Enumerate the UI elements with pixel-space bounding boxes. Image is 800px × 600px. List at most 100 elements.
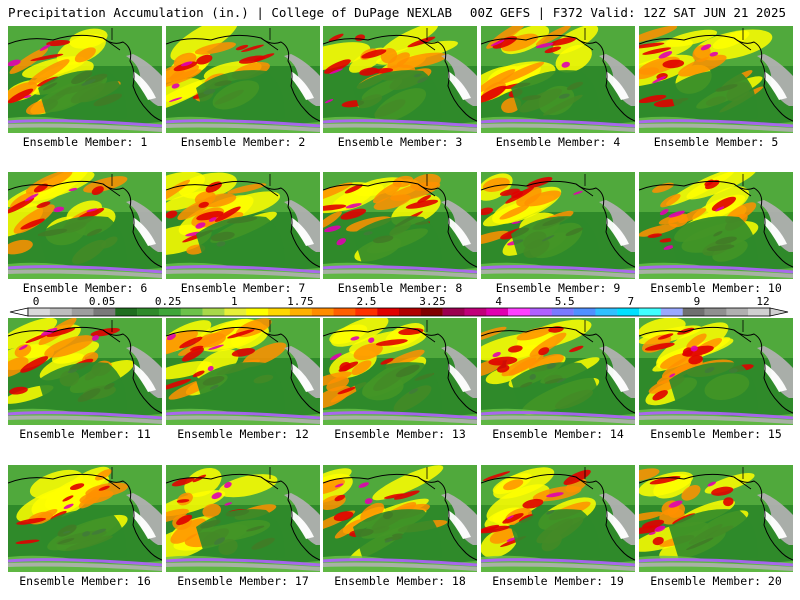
dry-region <box>669 70 758 123</box>
ensemble-member-map <box>166 318 320 425</box>
precip-core <box>227 329 255 339</box>
precip-band <box>329 324 368 344</box>
colorbar-tick-label: 3.25 <box>419 295 446 308</box>
dry-region <box>353 216 442 269</box>
precip-core <box>511 190 524 199</box>
itcz-band <box>323 415 477 424</box>
colorbar-tick-label: 5.5 <box>554 295 575 308</box>
colorbar-min-arrow <box>9 307 29 317</box>
itcz-band <box>481 265 635 274</box>
colorbar-tick-label: 4 <box>495 295 502 308</box>
colorbar-segment <box>377 308 400 316</box>
itcz-band <box>166 269 320 278</box>
precip-band <box>166 490 226 517</box>
border-line <box>417 28 436 51</box>
precip-core <box>328 33 344 42</box>
ensemble-member-map <box>481 26 635 133</box>
white-region <box>606 71 629 100</box>
precip-core <box>647 233 663 238</box>
border-line <box>417 320 436 343</box>
ensemble-member-map <box>323 318 477 425</box>
precip-band <box>323 211 342 230</box>
precip-band <box>10 191 34 209</box>
ensemble-member-label: Ensemble Member: 8 <box>337 281 463 295</box>
colorbar-tick-label: 0 <box>32 295 40 308</box>
border-line <box>102 28 121 51</box>
dry-region <box>196 362 285 415</box>
itcz-band <box>323 558 477 567</box>
precip-band <box>499 205 530 220</box>
colorbar-segment <box>682 308 705 316</box>
white-region <box>133 510 156 539</box>
ensemble-member-map <box>639 26 793 133</box>
ensemble-member-map <box>8 26 162 133</box>
precip-core <box>502 513 524 524</box>
colorbar-tick-label: 1 <box>230 295 238 308</box>
precip-band <box>508 357 537 376</box>
heavy-precip-core <box>715 206 725 212</box>
border-line <box>575 467 594 490</box>
precip-band <box>516 319 592 350</box>
product-title: Precipitation Accumulation (in.) | Colle… <box>8 5 453 20</box>
heavy-precip-core <box>53 206 65 213</box>
dry-region <box>353 509 442 562</box>
precip-core <box>711 486 734 496</box>
precip-band <box>323 468 352 491</box>
precip-core <box>549 37 577 46</box>
precip-core <box>639 525 664 534</box>
colorbar-segment <box>748 308 771 316</box>
heavy-precip-core <box>561 61 570 68</box>
precip-band <box>524 190 562 207</box>
precip-core <box>682 345 714 357</box>
heavy-precip-core <box>652 76 667 84</box>
precip-core <box>20 356 49 373</box>
colorbar-segment <box>399 308 422 316</box>
precip-core <box>659 238 674 243</box>
precip-band <box>360 502 385 522</box>
itcz-band <box>481 558 635 567</box>
colorbar-segment <box>508 308 531 316</box>
colorbar-segment <box>355 308 378 316</box>
colorbar-segment <box>224 308 247 316</box>
coastline <box>166 180 320 268</box>
white-region <box>133 71 156 100</box>
colorbar-tick-label: 7 <box>627 295 635 308</box>
white-region <box>764 71 787 100</box>
precip-band <box>481 69 516 93</box>
precip-band <box>28 59 70 85</box>
heavy-precip-core <box>492 351 501 358</box>
heavy-precip-core <box>663 245 674 250</box>
ensemble-member-label: Ensemble Member: 5 <box>653 135 779 149</box>
precip-core <box>323 204 347 211</box>
precip-core <box>235 44 249 51</box>
itcz-band <box>481 119 635 128</box>
dry-region <box>196 216 285 269</box>
heavy-precip-core <box>658 51 673 59</box>
precip-band <box>712 30 750 49</box>
precip-core <box>8 386 28 395</box>
itcz-band <box>8 411 162 420</box>
border-line <box>733 174 752 197</box>
precip-band <box>678 54 727 77</box>
colorbar-segment <box>420 308 443 316</box>
border-line <box>575 320 594 343</box>
precip-band <box>8 356 29 378</box>
precip-band <box>351 360 372 376</box>
precip-core <box>723 497 734 507</box>
precip-band <box>323 42 371 72</box>
colorbar-tick-label: 1.75 <box>287 295 314 308</box>
precip-core <box>192 474 207 483</box>
precip-band <box>639 511 664 522</box>
precip-core <box>499 188 520 196</box>
colorbar-segment <box>180 308 203 316</box>
white-region <box>291 217 314 246</box>
heavy-precip-core <box>490 39 505 47</box>
precip-core <box>214 206 241 222</box>
coastline <box>481 34 635 122</box>
precip-band <box>323 182 353 203</box>
precip-core <box>196 54 213 65</box>
ensemble-member-label: Ensemble Member: 14 <box>492 427 624 441</box>
precip-core <box>16 517 46 525</box>
precip-core <box>30 53 64 61</box>
precip-band <box>44 335 94 358</box>
